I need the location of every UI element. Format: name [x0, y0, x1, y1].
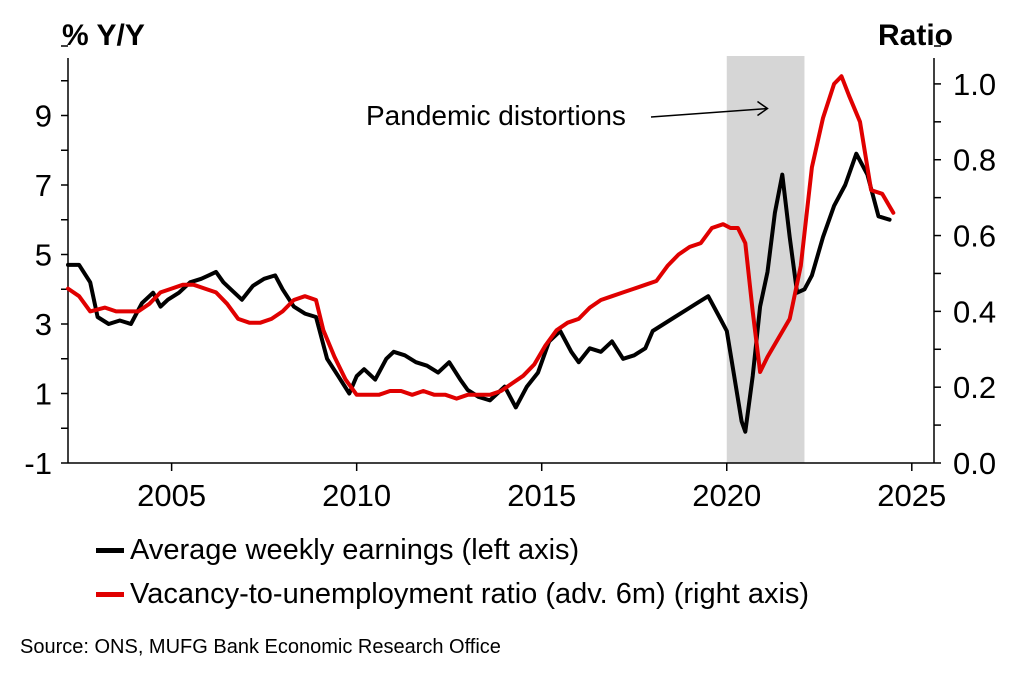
x-tick-label: 2005: [137, 478, 206, 513]
right-tick-label: 0.0: [953, 446, 996, 481]
right-tick-label: 0.4: [953, 294, 996, 329]
right-tick-label: 1.0: [953, 67, 996, 102]
annotation-arrow-line: [650, 107, 768, 118]
annotation-label: Pandemic distortions: [366, 100, 626, 131]
legend-item-vacancy-ratio: Vacancy-to-unemployment ratio (adv. 6m) …: [96, 572, 809, 616]
x-tick-label: 2015: [507, 478, 576, 513]
legend-item-earnings: Average weekly earnings (left axis): [96, 528, 809, 572]
legend-label-vacancy-ratio: Vacancy-to-unemployment ratio (adv. 6m) …: [130, 577, 810, 610]
x-tick-label: 2025: [877, 478, 946, 513]
left-tick-label: 5: [35, 238, 52, 273]
legend-swatch-vacancy-ratio: [96, 591, 124, 597]
left-tick-label: -1: [24, 446, 52, 481]
left-tick-label: 3: [35, 307, 52, 342]
right-tick-label: 0.2: [953, 370, 996, 405]
legend-swatch-earnings: [96, 547, 124, 553]
legend-label-earnings: Average weekly earnings (left axis): [130, 533, 580, 566]
right-axis-title: Ratio: [878, 19, 953, 52]
annotation-arrow-head: [757, 100, 769, 117]
earnings-line: [66, 151, 892, 434]
legend: Average weekly earnings (left axis) Vaca…: [96, 528, 809, 616]
left-tick-label: 9: [35, 99, 52, 134]
right-tick-label: 0.6: [953, 219, 996, 254]
left-axis-title: % Y/Y: [62, 19, 145, 52]
dual-axis-line-chart: % Y/Y Ratio -1 1 3 5 7 9 0.0 0.2 0.4 0.6 0.8 1.0 200…: [24, 19, 996, 513]
x-tick-label: 2010: [322, 478, 391, 513]
source-note: Source: ONS, MUFG Bank Economic Research…: [20, 636, 501, 658]
right-tick-label: 0.8: [953, 143, 996, 178]
left-tick-label: 7: [35, 168, 52, 203]
x-tick-label: 2020: [692, 478, 761, 513]
left-tick-label: 1: [35, 377, 52, 412]
vacancy-ratio-line: [66, 74, 896, 401]
